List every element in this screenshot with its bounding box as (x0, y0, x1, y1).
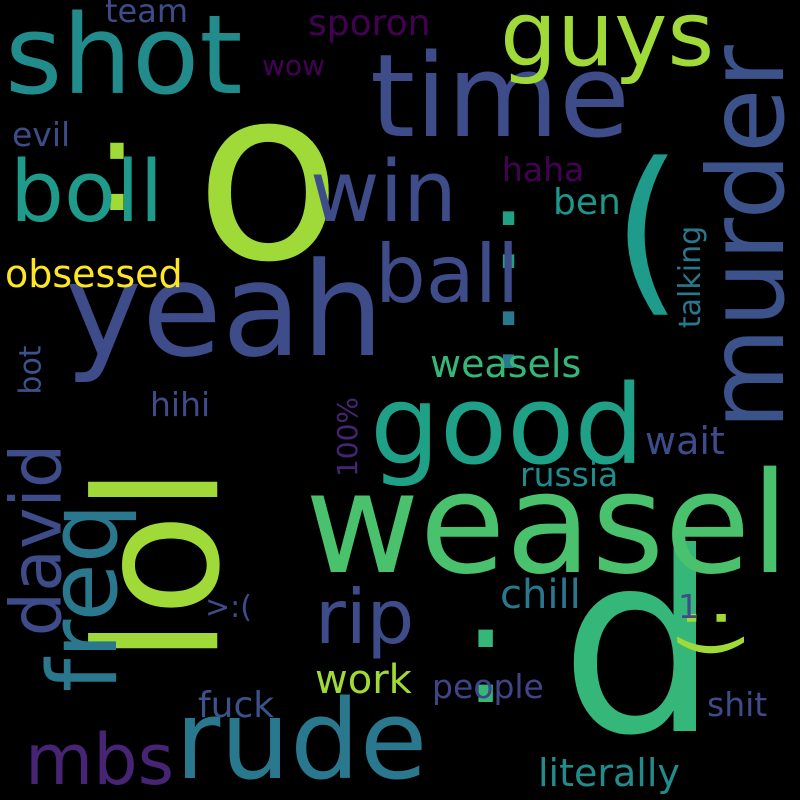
word-rude: rude (175, 676, 428, 800)
word-weasel: weasel (305, 443, 790, 606)
word-colon3: : (490, 266, 528, 394)
word-guys: guys (500, 0, 715, 87)
word-hihi: hihi (150, 385, 211, 424)
word-shit: shit (707, 685, 768, 724)
word-fuck: fuck (198, 685, 275, 726)
word-bot: bot (13, 345, 49, 395)
word-russia: russia (520, 455, 619, 494)
word-work: work (315, 657, 412, 703)
word-boll: boll (10, 143, 164, 242)
word-people: people (432, 667, 544, 706)
word-weasels: weasels (430, 342, 582, 386)
word-shot: shot (5, 0, 243, 119)
word-colon4: : (462, 573, 510, 736)
word-frown: >:( (205, 590, 252, 625)
word-colon1: : (95, 89, 139, 241)
word-colon2: : (490, 166, 528, 294)
word-o: o (195, 35, 342, 315)
word-haha: haha (502, 150, 585, 189)
word-one: 1 (678, 587, 699, 626)
word-ben: ben (553, 182, 621, 223)
word-talking: talking (673, 225, 709, 329)
word-hundred: 100% (331, 396, 365, 478)
word-sporon: sporon (308, 3, 431, 44)
word-good: good (370, 361, 645, 489)
word-chill: chill (500, 572, 581, 618)
word-win: win (310, 143, 458, 242)
word-david: david (0, 443, 78, 637)
word-obsessed: obsessed (5, 252, 183, 296)
word-time: time (370, 30, 630, 164)
word-team: team (105, 0, 189, 30)
word-d: d (560, 499, 719, 790)
word-murder: murder (685, 45, 800, 430)
word-evil: evil (12, 115, 71, 154)
word-wow: wow (262, 49, 325, 82)
word-yeah: yeah (65, 234, 384, 386)
word-mbs: mbs (25, 719, 175, 800)
word-wait: wait (645, 419, 725, 463)
word-literally: literally (538, 751, 680, 795)
word-rip: rip (315, 573, 415, 661)
word-ball: ball (375, 228, 520, 321)
word-paren: ( (612, 125, 683, 334)
